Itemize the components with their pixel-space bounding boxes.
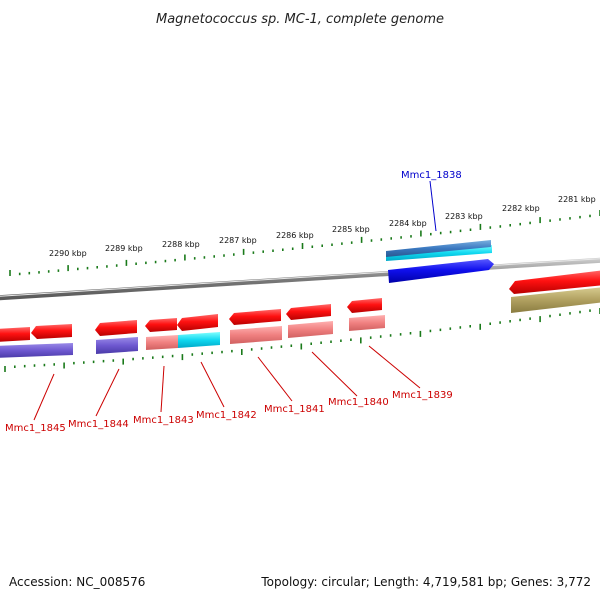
- gene-mmc1-1844-arrow[interactable]: [95, 320, 137, 336]
- reverse-strand-features: [0, 298, 385, 358]
- genome-summary-text: Topology: circular; Length: 4,719,581 bp…: [260, 575, 591, 589]
- gene-mmc1-1838-arrow[interactable]: [388, 259, 494, 283]
- gene-right-cds-olive[interactable]: [511, 287, 600, 313]
- gene-mmc1-1842-arrow[interactable]: [177, 314, 218, 331]
- gene-label-mmc1-1840[interactable]: Mmc1_1840: [328, 397, 389, 408]
- leader-mmc1-1842: [200, 361, 225, 408]
- gene-label-mmc1-1838[interactable]: Mmc1_1838: [401, 170, 462, 181]
- scale-label-2282: 2282 kbp: [502, 204, 540, 213]
- leader-mmc1-1843: [160, 365, 165, 413]
- gene-label-mmc1-1839[interactable]: Mmc1_1839: [392, 390, 453, 401]
- gene-label-mmc1-1843[interactable]: Mmc1_1843: [133, 415, 194, 426]
- leader-mmc1-1840: [311, 351, 358, 397]
- label-leaders: [33, 180, 437, 421]
- gene-mmc1-1841-arrow[interactable]: [229, 309, 281, 325]
- gene-mmc1-1845-cds[interactable]: [0, 343, 73, 358]
- leader-mmc1-1841: [257, 356, 293, 402]
- gene-label-mmc1-1842[interactable]: Mmc1_1842: [196, 410, 257, 421]
- gene-mmc1-1845-arrow-b[interactable]: [31, 324, 72, 339]
- scale-label-2285: 2285 kbp: [332, 225, 370, 234]
- scale-label-2281: 2281 kbp: [558, 195, 596, 204]
- scale-label-2284: 2284 kbp: [389, 219, 427, 228]
- gene-mmc1-1844-cds[interactable]: [96, 337, 138, 354]
- accession-text: Accession: NC_008576: [9, 575, 145, 589]
- forward-strand-features: [386, 240, 600, 313]
- leader-mmc1-1845: [33, 373, 55, 421]
- gene-mmc1-1845-arrow-a[interactable]: [0, 327, 30, 342]
- gene-labels: Mmc1_1838 Mmc1_1845 Mmc1_1844 Mmc1_1843 …: [5, 170, 462, 434]
- gene-mmc1-1839-arrow[interactable]: [347, 298, 382, 313]
- gene-label-mmc1-1844[interactable]: Mmc1_1844: [68, 419, 129, 430]
- scale-label-2286: 2286 kbp: [276, 231, 314, 240]
- leader-mmc1-1844: [95, 368, 120, 417]
- bottom-scale-ticks: [4, 308, 600, 372]
- gene-label-mmc1-1845[interactable]: Mmc1_1845: [5, 423, 66, 434]
- gene-right-arrow[interactable]: [509, 270, 600, 294]
- gene-mmc1-1838-cds-steel[interactable]: [386, 240, 491, 257]
- scale-label-2288: 2288 kbp: [162, 240, 200, 249]
- gene-mmc1-1841-cds[interactable]: [230, 326, 282, 344]
- genome-title: Magnetococcus sp. MC-1, complete genome: [156, 12, 444, 27]
- scale-label-2287: 2287 kbp: [219, 236, 257, 245]
- genome-backbone-highlight: [0, 258, 600, 297]
- genome-backbone: [0, 257, 600, 301]
- gene-label-mmc1-1841[interactable]: Mmc1_1841: [264, 404, 325, 415]
- scale-label-2283: 2283 kbp: [445, 212, 483, 221]
- gene-mmc1-1840-arrow[interactable]: [286, 304, 331, 320]
- scale-labels: 2290 kbp 2289 kbp 2288 kbp 2287 kbp 2286…: [49, 195, 596, 258]
- gene-mmc1-1840-cds[interactable]: [288, 321, 333, 338]
- scale-label-2290: 2290 kbp: [49, 249, 87, 258]
- scale-label-2289: 2289 kbp: [105, 244, 143, 253]
- gene-mmc1-1843-cds[interactable]: [146, 335, 178, 350]
- gene-mmc1-1842-cds[interactable]: [178, 332, 220, 348]
- gene-mmc1-1843-arrow[interactable]: [145, 318, 177, 332]
- leader-mmc1-1838: [429, 180, 437, 232]
- gene-mmc1-1839-cds[interactable]: [349, 315, 385, 331]
- leader-mmc1-1839: [368, 345, 421, 389]
- top-scale-ticks: [9, 210, 600, 276]
